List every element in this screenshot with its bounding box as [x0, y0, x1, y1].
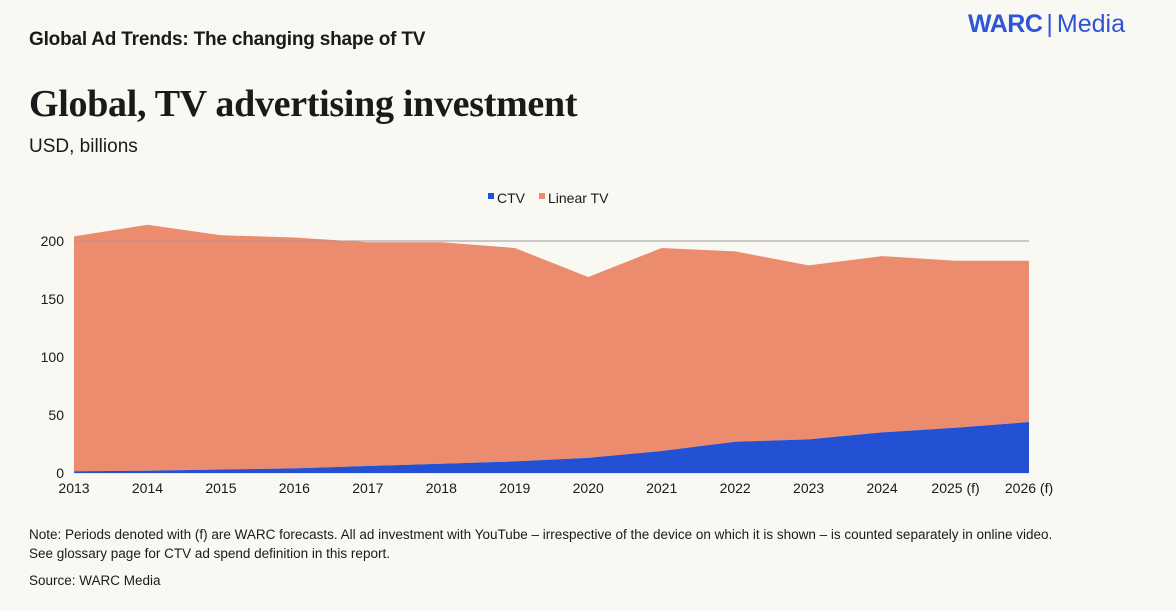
y-tick-label: 50 — [48, 407, 64, 423]
x-tick-label: 2019 — [499, 480, 530, 496]
logo-separator: | — [1046, 10, 1053, 38]
legend-label-ctv: CTV — [497, 190, 525, 206]
y-tick-label: 0 — [56, 465, 64, 481]
report-kicker: Global Ad Trends: The changing shape of … — [29, 29, 426, 50]
x-tick-label: 2016 — [279, 480, 310, 496]
legend-swatch-linear-tv — [539, 193, 545, 199]
chart-legend: CTV Linear TV — [488, 190, 622, 206]
y-axis-labels: 0 50 100 150 200 — [41, 233, 65, 481]
plot-areas — [74, 224, 1029, 473]
logo-product: Media — [1056, 10, 1125, 38]
x-tick-label: 2018 — [426, 480, 457, 496]
x-tick-label: 2022 — [720, 480, 751, 496]
x-tick-label: 2013 — [58, 480, 89, 496]
chart-title: Global, TV advertising investment — [29, 83, 578, 125]
x-tick-label: 2025 (f) — [931, 480, 979, 496]
x-tick-label: 2021 — [646, 480, 677, 496]
legend-label-linear-tv: Linear TV — [548, 190, 609, 206]
chart-subtitle: USD, billions — [29, 136, 138, 157]
x-tick-label: 2015 — [205, 480, 236, 496]
x-axis-labels: 2013 2014 2015 2016 2017 2018 2019 2020 2021 2022… — [58, 480, 1053, 496]
warc-media-logo: WARC | Media — [968, 10, 1125, 39]
legend-item-ctv: CTV — [488, 190, 525, 206]
area-ctv — [74, 422, 1029, 473]
x-tick-label: 2020 — [573, 480, 604, 496]
y-tick-label: 150 — [41, 291, 65, 307]
legend-item-linear-tv: Linear TV — [539, 190, 608, 206]
x-tick-label: 2026 (f) — [1005, 480, 1053, 496]
legend-swatch-ctv — [488, 193, 494, 199]
x-tick-label: 2023 — [793, 480, 824, 496]
x-tick-label: 2024 — [866, 480, 897, 496]
logo-brand: WARC — [968, 10, 1043, 38]
y-tick-label: 100 — [41, 349, 65, 365]
x-tick-label: 2014 — [132, 480, 163, 496]
area-linear-tv — [74, 224, 1029, 472]
x-tick-label: 2017 — [352, 480, 383, 496]
source-note: Source: WARC Media — [29, 573, 161, 588]
y-tick-label: 200 — [41, 233, 65, 249]
footnote: Note: Periods denoted with (f) are WARC … — [29, 527, 1053, 561]
